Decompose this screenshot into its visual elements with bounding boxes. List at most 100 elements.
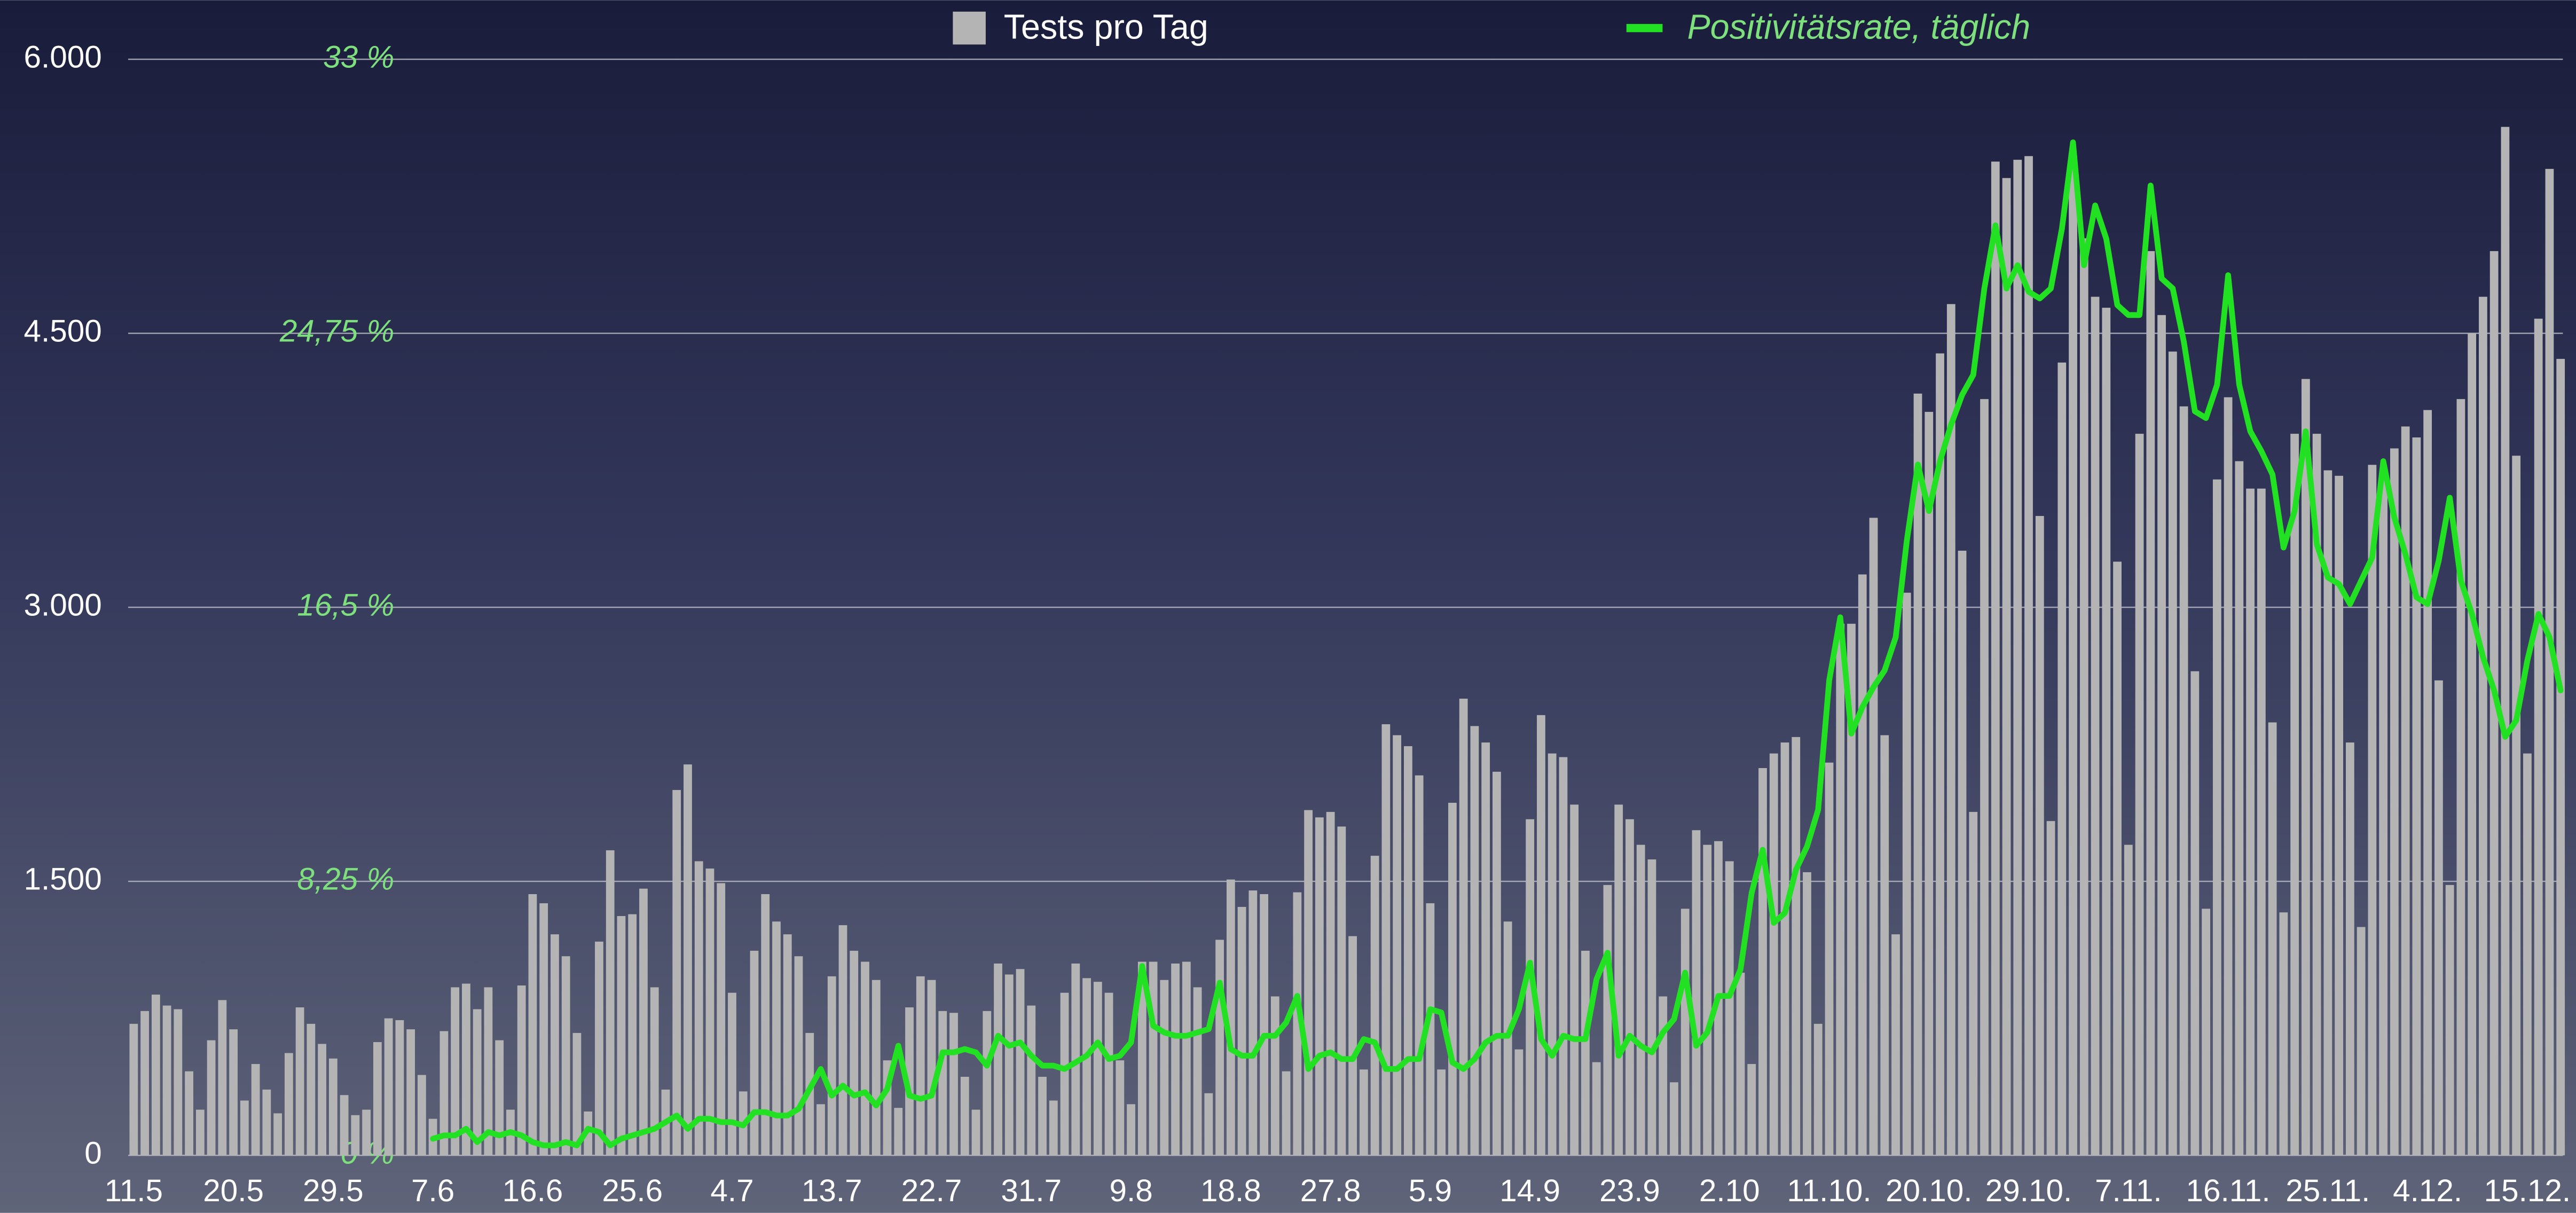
bar — [1725, 861, 1734, 1156]
bar — [1038, 1076, 1047, 1156]
bar — [2246, 488, 2255, 1156]
bar — [528, 894, 537, 1156]
bar — [894, 1108, 903, 1156]
bar — [406, 1029, 415, 1156]
x-tick-label: 4.12. — [2393, 1173, 2462, 1208]
bar — [351, 1115, 360, 1156]
bar — [827, 976, 836, 1156]
bar — [1237, 906, 1246, 1156]
bar — [418, 1075, 426, 1156]
y-tick-label: 1.500 — [23, 862, 101, 896]
bar — [1703, 844, 1712, 1156]
bar — [684, 764, 692, 1156]
bar — [284, 1053, 293, 1156]
bar — [340, 1095, 349, 1156]
bar — [1869, 518, 1878, 1156]
bar — [1780, 742, 1789, 1156]
legend-swatch — [953, 11, 986, 45]
bar — [794, 956, 803, 1156]
bar — [1647, 859, 1656, 1156]
x-tick-label: 20.10. — [1886, 1173, 1972, 1208]
bar — [1902, 592, 1911, 1156]
bar — [240, 1100, 249, 1156]
bar — [1459, 699, 1468, 1156]
bar — [174, 1009, 183, 1156]
x-tick-label: 11.10. — [1787, 1173, 1871, 1208]
bar — [251, 1064, 260, 1156]
bar — [750, 951, 759, 1156]
bar — [1082, 978, 1091, 1156]
bar — [1592, 1062, 1601, 1156]
bar — [395, 1020, 404, 1156]
bar — [1891, 934, 1900, 1156]
bar — [2390, 448, 2399, 1156]
x-tick-label: 31.7 — [1001, 1173, 1062, 1208]
x-tick-label: 4.7 — [710, 1173, 753, 1208]
bar — [495, 1040, 504, 1156]
bar — [229, 1029, 238, 1156]
bar — [717, 883, 726, 1156]
bar — [1581, 951, 1590, 1156]
bar — [938, 1011, 947, 1156]
bar — [539, 903, 548, 1156]
legend-label: Positivitätsrate, täglich — [1687, 8, 2031, 46]
bar — [1137, 961, 1146, 1156]
bar — [650, 987, 659, 1156]
bar — [140, 1011, 149, 1156]
bar — [151, 995, 160, 1156]
x-tick-label: 16.6 — [502, 1173, 563, 1208]
bar — [672, 790, 681, 1156]
bar — [1692, 830, 1701, 1156]
bar — [1836, 623, 1845, 1156]
bar — [129, 1023, 138, 1156]
bar — [1004, 974, 1014, 1156]
bar — [2013, 160, 2022, 1156]
x-tick-label: 20.5 — [203, 1173, 264, 1208]
bar — [1747, 1064, 1756, 1156]
bar — [1758, 768, 1767, 1156]
x-tick-label: 9.8 — [1109, 1173, 1152, 1208]
bar — [2523, 753, 2532, 1156]
bar — [1204, 1093, 1213, 1156]
x-tick-label: 2.10 — [1699, 1173, 1760, 1208]
bar — [1813, 1023, 1823, 1156]
bar — [2102, 308, 2111, 1156]
bar — [2002, 178, 2011, 1156]
x-tick-label: 25.11. — [2286, 1173, 2370, 1208]
bar — [2534, 318, 2543, 1156]
bar — [1659, 996, 1668, 1156]
bar — [1415, 775, 1424, 1156]
bar — [307, 1023, 316, 1156]
bar — [705, 868, 714, 1156]
bar — [1160, 980, 1169, 1156]
bar — [1104, 992, 1113, 1156]
bar — [1359, 1069, 1368, 1156]
bar — [1636, 844, 1645, 1156]
bar — [295, 1007, 304, 1156]
bar — [451, 987, 460, 1156]
bar — [1803, 872, 1811, 1156]
bar — [273, 1113, 282, 1156]
bar — [2501, 127, 2510, 1156]
bar — [195, 1109, 205, 1156]
bar — [2069, 156, 2077, 1156]
legend-label: Tests pro Tag — [1004, 8, 1208, 46]
bar — [362, 1109, 371, 1156]
bar — [2545, 169, 2554, 1156]
y2-tick-label: 8,25 % — [297, 862, 394, 896]
bar — [639, 888, 648, 1156]
y2-tick-label: 16,5 % — [297, 588, 394, 622]
bar — [1670, 1082, 1678, 1156]
x-tick-label: 11.5 — [105, 1173, 163, 1208]
x-tick-label: 22.7 — [901, 1173, 962, 1208]
bar — [1270, 996, 1279, 1156]
bar — [551, 934, 559, 1156]
bar — [2290, 434, 2299, 1156]
bar — [1880, 735, 1889, 1156]
bar — [838, 925, 847, 1156]
bar — [2423, 410, 2432, 1156]
bar — [1493, 771, 1501, 1156]
bar — [484, 987, 493, 1156]
bar — [816, 1104, 825, 1156]
